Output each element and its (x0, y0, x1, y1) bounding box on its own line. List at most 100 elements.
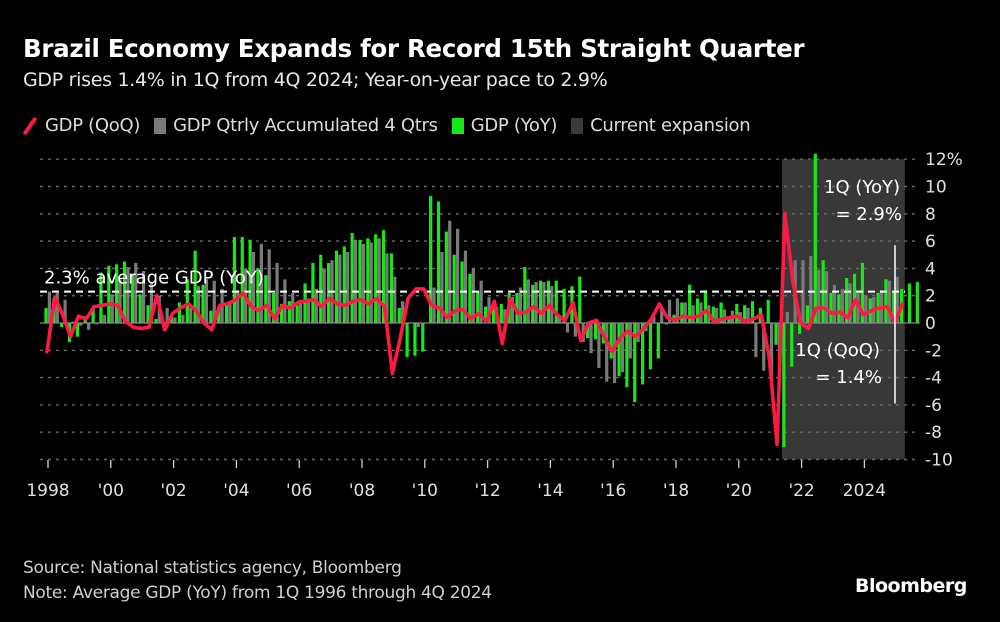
bar-accumulated (361, 243, 365, 323)
bar-yoy (146, 305, 150, 323)
bar-yoy (256, 268, 260, 323)
bar-yoy (107, 265, 111, 323)
chart-title: Brazil Economy Expands for Record 15th S… (23, 34, 805, 63)
bar-accumulated (212, 280, 216, 323)
x-tick-label: '16 (600, 481, 626, 501)
bar-accumulated (377, 238, 381, 323)
bar-accumulated (817, 269, 821, 323)
bar-accumulated (667, 299, 672, 323)
bar-yoy (805, 305, 810, 323)
bar-yoy (429, 196, 433, 323)
bar-yoy (578, 276, 582, 323)
bar-accumulated (864, 295, 868, 323)
bloomberg-logo: Bloomberg (855, 575, 967, 597)
bar-yoy (452, 254, 456, 323)
bar-accumulated (401, 301, 405, 323)
bar-accumulated (479, 280, 483, 323)
bar-accumulated (652, 316, 656, 323)
x-tick-label: 1998 (26, 481, 69, 501)
x-tick-label: '04 (223, 481, 249, 501)
bar-accumulated (283, 279, 287, 323)
bar-yoy (845, 277, 849, 323)
bar-accumulated (597, 323, 601, 369)
bar-yoy (562, 288, 566, 323)
bar-accumulated (887, 280, 891, 323)
bar-accumulated (518, 287, 522, 323)
bar-yoy (743, 305, 747, 323)
bar-accumulated (393, 276, 397, 323)
bar-accumulated (691, 305, 695, 323)
bar-accumulated (338, 254, 342, 323)
bar-accumulated (448, 220, 452, 323)
bar-yoy (664, 323, 668, 325)
y-tick-label: 6 (925, 232, 936, 252)
bar-accumulated (181, 314, 185, 323)
legend-label: GDP (QoQ) (45, 115, 141, 136)
bar-accumulated (189, 307, 193, 323)
bar-accumulated (87, 323, 91, 330)
bar-yoy (892, 291, 896, 323)
bar-yoy (248, 239, 252, 323)
bar-accumulated (832, 284, 836, 323)
bar-yoy (99, 272, 103, 323)
bar-accumulated (573, 323, 577, 337)
bar-accumulated (754, 323, 758, 358)
bar-yoy (75, 323, 79, 337)
bar-yoy (311, 262, 315, 323)
bar-yoy (750, 301, 755, 323)
bar-yoy (609, 323, 613, 359)
bar-accumulated (770, 323, 774, 379)
bar-accumulated (840, 288, 844, 323)
x-tick-label: '10 (412, 481, 438, 501)
y-tick-label: 12% (925, 150, 963, 170)
bar-yoy (484, 306, 488, 323)
chart-legend: GDP (QoQ) GDP Qtrly Accumulated 4 Qtrs G… (23, 115, 764, 136)
bar-yoy (774, 323, 778, 345)
bar-yoy (790, 323, 794, 367)
bar-yoy (633, 323, 637, 403)
bar-yoy (499, 303, 503, 323)
bar-accumulated (79, 323, 83, 326)
bar-accumulated (565, 323, 570, 333)
bar-yoy (641, 323, 645, 385)
y-tick-label: 8 (925, 205, 936, 225)
x-tick-label: '12 (474, 481, 500, 501)
bar-accumulated (259, 243, 263, 323)
bar-accumulated (534, 282, 538, 323)
bar-yoy (295, 305, 299, 323)
x-tick-label: '14 (537, 481, 563, 501)
bar-yoy (130, 273, 134, 323)
legend-item-qoq: GDP (QoQ) (23, 115, 140, 136)
bar-yoy (711, 306, 715, 323)
bar-accumulated (785, 312, 789, 323)
bar-accumulated (510, 297, 515, 323)
bar-accumulated (471, 268, 475, 323)
bar-yoy (468, 273, 472, 323)
y-tick-label: 4 (925, 259, 936, 279)
source-note: Source: National statistics agency, Bloo… (23, 558, 402, 578)
bar-yoy (766, 299, 770, 323)
bar-yoy (531, 284, 535, 323)
bar-accumulated (542, 282, 546, 323)
bar-yoy (593, 323, 598, 340)
bar-accumulated (134, 262, 138, 323)
bar-yoy (554, 280, 558, 323)
bar-yoy (115, 264, 119, 323)
bar-accumulated (322, 268, 326, 323)
bar-accumulated (236, 290, 240, 323)
legend-label: GDP (YoY) (470, 115, 558, 136)
x-tick-label: '06 (286, 481, 312, 501)
bar-yoy (413, 323, 417, 356)
bar-yoy (264, 275, 268, 323)
bar-yoy (44, 307, 48, 323)
bar-accumulated (142, 271, 146, 323)
bar-accumulated (463, 250, 468, 323)
legend-item-yoy: GDP (YoY) (451, 115, 558, 136)
bar-yoy (491, 302, 496, 323)
bar-accumulated (299, 299, 303, 323)
annotation-qoq-line1: 1Q (QoQ) (795, 340, 880, 361)
bar-accumulated (722, 309, 727, 323)
bar-yoy (240, 237, 244, 323)
bar-yoy (915, 282, 919, 323)
